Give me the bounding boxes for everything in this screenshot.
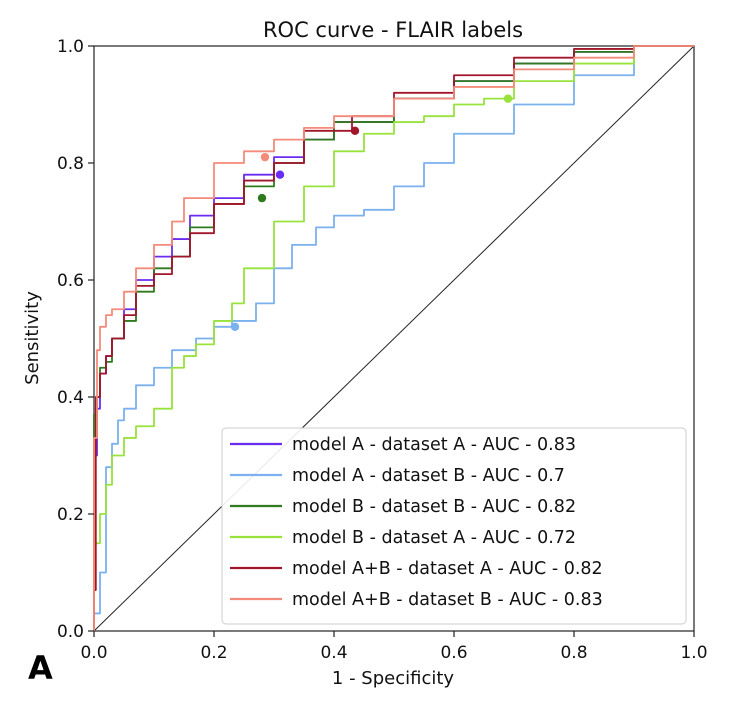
y-tick-label: 1.0 [57,37,84,57]
y-tick-label: 0.6 [57,271,84,291]
y-tick-label: 0.0 [57,622,84,642]
legend-box [221,427,687,625]
legend: model A - dataset A - AUC - 0.83 model A … [221,427,687,625]
legend-items: model A - dataset A - AUC - 0.83 model A … [230,435,603,610]
roc-series-line-4 [93,45,694,631]
legend-label-2: model A - dataset B - AUC - 0.7 [292,466,565,486]
series-layer [93,45,694,631]
roc-series-line-2 [93,45,694,631]
roc-series-line-5 [93,45,694,631]
chance-diagonal-line [93,45,695,632]
operating-point-marker-3 [257,193,267,203]
legend-label-3: model B - dataset B - AUC - 0.82 [292,497,576,517]
x-tick-label: 0.8 [560,643,587,663]
x-axis-ticks: 0.0 0.2 0.4 0.6 0.8 1.0 [80,631,708,663]
panel-label: A [28,649,53,687]
marker-layer [230,94,513,331]
y-tick-label: 0.2 [57,505,84,525]
y-tick-label: 0.8 [57,154,84,174]
x-tick-label: 0.0 [80,643,107,663]
x-tick-label: 0.2 [200,643,227,663]
chart-title: ROC curve - FLAIR labels [263,18,523,42]
y-axis-ticks: 0.0 0.2 0.4 0.6 0.8 1.0 [57,37,94,642]
operating-point-marker-2 [230,322,240,331]
x-tick-label: 1.0 [680,643,707,663]
legend-label-4: model B - dataset A - AUC - 0.72 [292,528,576,548]
operating-point-marker-1 [275,170,285,179]
y-tick-label: 0.4 [57,388,84,408]
roc-series-line-6 [93,45,694,631]
legend-label-1: model A - dataset A - AUC - 0.83 [292,435,576,455]
x-axis-label: 1 - Specificity [332,668,455,689]
y-axis-label: Sensitivity [22,291,43,385]
diagonal-layer [93,45,695,632]
operating-point-marker-5 [350,126,360,136]
x-tick-label: 0.6 [440,643,467,663]
legend-label-5: model A+B - dataset A - AUC - 0.82 [292,559,603,579]
operating-point-marker-4 [503,94,513,103]
operating-point-marker-6 [260,152,270,162]
legend-label-6: model A+B - dataset B - AUC - 0.83 [292,590,603,610]
x-tick-label: 0.4 [320,643,347,663]
